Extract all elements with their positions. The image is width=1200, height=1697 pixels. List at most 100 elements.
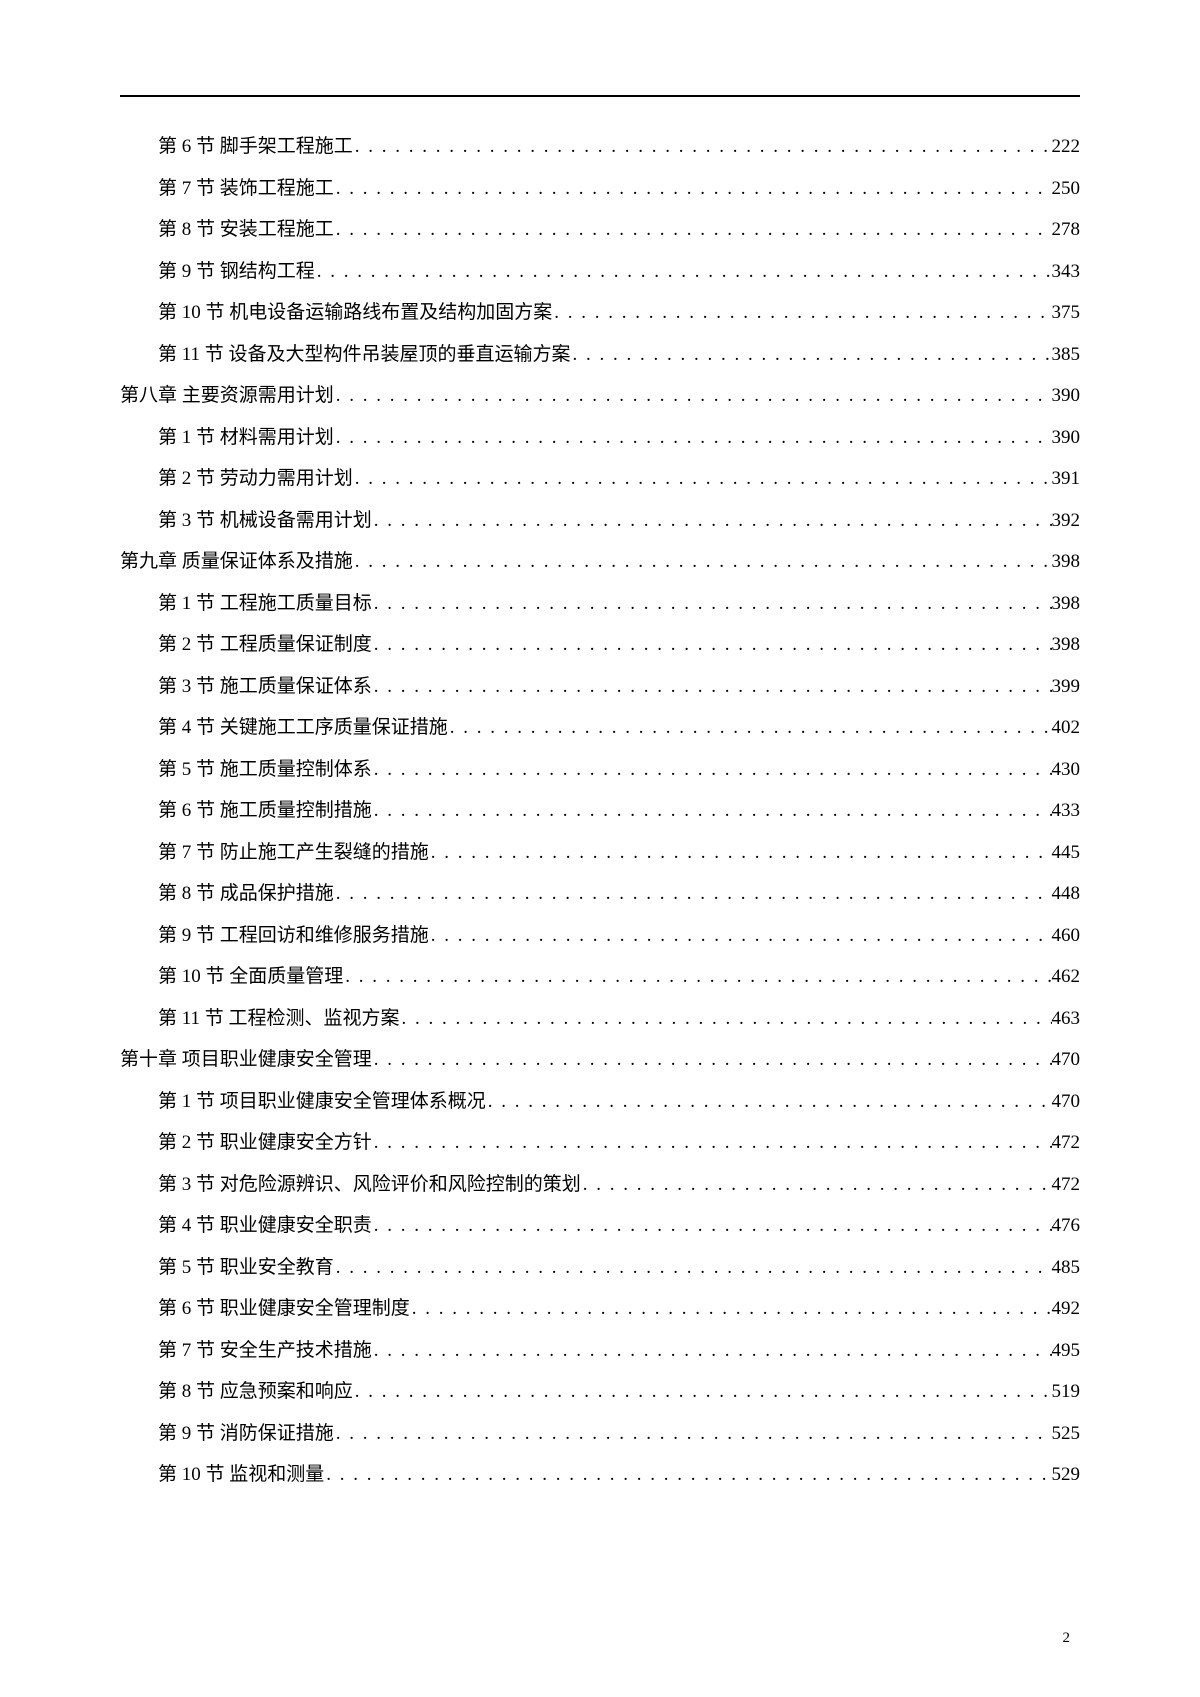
toc-label: 第 1 节 材料需用计划 bbox=[158, 428, 334, 447]
toc-leader-dots: . . . . . . . . . . . . . . . . . . . . … bbox=[334, 220, 1052, 239]
toc-page-number: 390 bbox=[1052, 386, 1081, 405]
toc-entry: 第 7 节 装饰工程施工. . . . . . . . . . . . . . … bbox=[120, 179, 1080, 198]
toc-page-number: 485 bbox=[1052, 1258, 1081, 1277]
toc-page-number: 463 bbox=[1052, 1009, 1081, 1028]
toc-leader-dots: . . . . . . . . . . . . . . . . . . . . … bbox=[372, 801, 1052, 820]
toc-entry: 第十章 项目职业健康安全管理. . . . . . . . . . . . . … bbox=[120, 1050, 1080, 1069]
toc-label: 第九章 质量保证体系及措施 bbox=[120, 552, 353, 571]
toc-page-number: 343 bbox=[1052, 262, 1081, 281]
toc-entry: 第 11 节 设备及大型构件吊装屋顶的垂直运输方案. . . . . . . .… bbox=[120, 345, 1080, 364]
toc-label: 第 1 节 项目职业健康安全管理体系概况 bbox=[158, 1092, 486, 1111]
toc-label: 第 11 节 设备及大型构件吊装屋顶的垂直运输方案 bbox=[158, 345, 571, 364]
toc-leader-dots: . . . . . . . . . . . . . . . . . . . . … bbox=[334, 1258, 1052, 1277]
toc-leader-dots: . . . . . . . . . . . . . . . . . . . . … bbox=[372, 1216, 1052, 1235]
toc-page-number: 470 bbox=[1052, 1050, 1081, 1069]
toc-leader-dots: . . . . . . . . . . . . . . . . . . . . … bbox=[315, 262, 1052, 281]
toc-leader-dots: . . . . . . . . . . . . . . . . . . . . … bbox=[334, 386, 1052, 405]
toc-page-number: 278 bbox=[1052, 220, 1081, 239]
toc-page-number: 399 bbox=[1052, 677, 1081, 696]
toc-leader-dots: . . . . . . . . . . . . . . . . . . . . … bbox=[334, 179, 1052, 198]
toc-leader-dots: . . . . . . . . . . . . . . . . . . . . … bbox=[353, 469, 1052, 488]
toc-leader-dots: . . . . . . . . . . . . . . . . . . . . … bbox=[372, 594, 1052, 613]
toc-leader-dots: . . . . . . . . . . . . . . . . . . . . … bbox=[571, 345, 1052, 364]
toc-label: 第 8 节 成品保护措施 bbox=[158, 884, 334, 903]
toc-entry: 第八章 主要资源需用计划. . . . . . . . . . . . . . … bbox=[120, 386, 1080, 405]
toc-leader-dots: . . . . . . . . . . . . . . . . . . . . … bbox=[353, 137, 1052, 156]
toc-entry: 第 1 节 工程施工质量目标. . . . . . . . . . . . . … bbox=[120, 594, 1080, 613]
toc-entry: 第 5 节 施工质量控制体系. . . . . . . . . . . . . … bbox=[120, 760, 1080, 779]
toc-label: 第八章 主要资源需用计划 bbox=[120, 386, 334, 405]
toc-leader-dots: . . . . . . . . . . . . . . . . . . . . … bbox=[429, 843, 1052, 862]
toc-entry: 第 8 节 应急预案和响应. . . . . . . . . . . . . .… bbox=[120, 1382, 1080, 1401]
toc-leader-dots: . . . . . . . . . . . . . . . . . . . . … bbox=[353, 1382, 1052, 1401]
toc-page-number: 462 bbox=[1052, 967, 1081, 986]
toc-label: 第 10 节 全面质量管理 bbox=[158, 967, 343, 986]
toc-label: 第十章 项目职业健康安全管理 bbox=[120, 1050, 372, 1069]
toc-label: 第 6 节 脚手架工程施工 bbox=[158, 137, 353, 156]
toc-leader-dots: . . . . . . . . . . . . . . . . . . . . … bbox=[429, 926, 1052, 945]
toc-page-number: 430 bbox=[1052, 760, 1081, 779]
toc-entry: 第 10 节 机电设备运输路线布置及结构加固方案. . . . . . . . … bbox=[120, 303, 1080, 322]
toc-label: 第 11 节 工程检测、监视方案 bbox=[158, 1009, 400, 1028]
toc-entry: 第九章 质量保证体系及措施. . . . . . . . . . . . . .… bbox=[120, 552, 1080, 571]
toc-entry: 第 5 节 职业安全教育. . . . . . . . . . . . . . … bbox=[120, 1258, 1080, 1277]
toc-leader-dots: . . . . . . . . . . . . . . . . . . . . … bbox=[343, 967, 1051, 986]
toc-page-number: 495 bbox=[1052, 1341, 1081, 1360]
toc-leader-dots: . . . . . . . . . . . . . . . . . . . . … bbox=[486, 1092, 1052, 1111]
toc-label: 第 3 节 对危险源辨识、风险评价和风险控制的策划 bbox=[158, 1175, 581, 1194]
toc-entry: 第 9 节 消防保证措施. . . . . . . . . . . . . . … bbox=[120, 1424, 1080, 1443]
toc-entry: 第 10 节 全面质量管理. . . . . . . . . . . . . .… bbox=[120, 967, 1080, 986]
toc-entry: 第 9 节 工程回访和维修服务措施. . . . . . . . . . . .… bbox=[120, 926, 1080, 945]
toc-page-number: 375 bbox=[1052, 303, 1081, 322]
toc-page-number: 472 bbox=[1052, 1133, 1081, 1152]
toc-page-number: 433 bbox=[1052, 801, 1081, 820]
toc-entry: 第 8 节 安装工程施工. . . . . . . . . . . . . . … bbox=[120, 220, 1080, 239]
toc-leader-dots: . . . . . . . . . . . . . . . . . . . . … bbox=[372, 635, 1052, 654]
toc-page-number: 492 bbox=[1052, 1299, 1081, 1318]
toc-label: 第 8 节 应急预案和响应 bbox=[158, 1382, 353, 1401]
toc-page-number: 519 bbox=[1052, 1382, 1081, 1401]
toc-page-number: 525 bbox=[1052, 1424, 1081, 1443]
toc-leader-dots: . . . . . . . . . . . . . . . . . . . . … bbox=[581, 1175, 1052, 1194]
toc-leader-dots: . . . . . . . . . . . . . . . . . . . . … bbox=[448, 718, 1052, 737]
toc-entry: 第 2 节 职业健康安全方针. . . . . . . . . . . . . … bbox=[120, 1133, 1080, 1152]
toc-label: 第 5 节 职业安全教育 bbox=[158, 1258, 334, 1277]
toc-page-number: 470 bbox=[1052, 1092, 1081, 1111]
toc-entry: 第 1 节 材料需用计划. . . . . . . . . . . . . . … bbox=[120, 428, 1080, 447]
toc-entry: 第 3 节 施工质量保证体系. . . . . . . . . . . . . … bbox=[120, 677, 1080, 696]
toc-leader-dots: . . . . . . . . . . . . . . . . . . . . … bbox=[372, 1133, 1052, 1152]
toc-entry: 第 9 节 钢结构工程. . . . . . . . . . . . . . .… bbox=[120, 262, 1080, 281]
toc-label: 第 2 节 劳动力需用计划 bbox=[158, 469, 353, 488]
toc-label: 第 5 节 施工质量控制体系 bbox=[158, 760, 372, 779]
toc-page-number: 460 bbox=[1052, 926, 1081, 945]
toc-entry: 第 7 节 防止施工产生裂缝的措施. . . . . . . . . . . .… bbox=[120, 843, 1080, 862]
toc-leader-dots: . . . . . . . . . . . . . . . . . . . . … bbox=[372, 677, 1052, 696]
toc-leader-dots: . . . . . . . . . . . . . . . . . . . . … bbox=[372, 1341, 1052, 1360]
toc-entry: 第 10 节 监视和测量. . . . . . . . . . . . . . … bbox=[120, 1465, 1080, 1484]
toc-leader-dots: . . . . . . . . . . . . . . . . . . . . … bbox=[372, 1050, 1052, 1069]
toc-label: 第 2 节 工程质量保证制度 bbox=[158, 635, 372, 654]
toc-entry: 第 4 节 职业健康安全职责. . . . . . . . . . . . . … bbox=[120, 1216, 1080, 1235]
toc-leader-dots: . . . . . . . . . . . . . . . . . . . . … bbox=[400, 1009, 1052, 1028]
toc-label: 第 10 节 机电设备运输路线布置及结构加固方案 bbox=[158, 303, 552, 322]
toc-page-number: 385 bbox=[1052, 345, 1081, 364]
toc-label: 第 7 节 安全生产技术措施 bbox=[158, 1341, 372, 1360]
toc-label: 第 2 节 职业健康安全方针 bbox=[158, 1133, 372, 1152]
table-of-contents: 第 6 节 脚手架工程施工. . . . . . . . . . . . . .… bbox=[120, 137, 1080, 1484]
toc-leader-dots: . . . . . . . . . . . . . . . . . . . . … bbox=[334, 428, 1052, 447]
toc-page-number: 222 bbox=[1052, 137, 1081, 156]
toc-label: 第 8 节 安装工程施工 bbox=[158, 220, 334, 239]
toc-label: 第 9 节 钢结构工程 bbox=[158, 262, 315, 281]
page-number: 2 bbox=[1063, 1630, 1071, 1647]
toc-leader-dots: . . . . . . . . . . . . . . . . . . . . … bbox=[353, 552, 1052, 571]
toc-page-number: 398 bbox=[1052, 552, 1081, 571]
toc-entry: 第 6 节 职业健康安全管理制度. . . . . . . . . . . . … bbox=[120, 1299, 1080, 1318]
toc-page-number: 250 bbox=[1052, 179, 1081, 198]
toc-leader-dots: . . . . . . . . . . . . . . . . . . . . … bbox=[334, 1424, 1052, 1443]
toc-entry: 第 8 节 成品保护措施. . . . . . . . . . . . . . … bbox=[120, 884, 1080, 903]
toc-label: 第 7 节 防止施工产生裂缝的措施 bbox=[158, 843, 429, 862]
toc-entry: 第 7 节 安全生产技术措施. . . . . . . . . . . . . … bbox=[120, 1341, 1080, 1360]
toc-page-number: 392 bbox=[1052, 511, 1081, 530]
toc-leader-dots: . . . . . . . . . . . . . . . . . . . . … bbox=[324, 1465, 1051, 1484]
toc-page-number: 398 bbox=[1052, 594, 1081, 613]
